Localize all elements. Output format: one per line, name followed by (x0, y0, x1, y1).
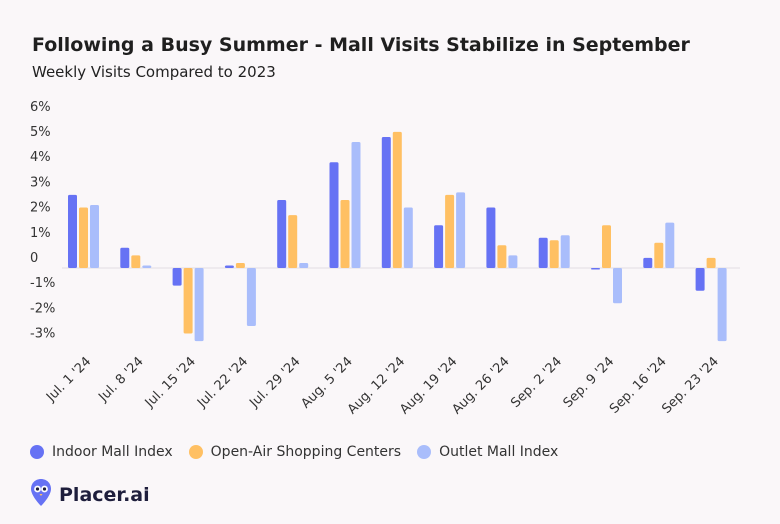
legend-label-outlet: Outlet Mall Index (439, 444, 559, 460)
legend-swatch-indoor (30, 445, 44, 459)
x-tick-label: Aug. 5 '24 (298, 354, 355, 411)
bar-indoor[interactable] (329, 162, 339, 268)
bar-outlet[interactable] (613, 268, 622, 304)
bar-outlet[interactable] (717, 268, 727, 342)
bar-openair[interactable] (392, 131, 402, 268)
bar-outlet[interactable] (456, 192, 466, 268)
bar-openair[interactable] (131, 255, 141, 268)
bar-indoor[interactable] (68, 194, 77, 268)
bar-outlet[interactable] (142, 265, 152, 269)
bar-outlet[interactable] (194, 268, 204, 342)
y-tick-label: 5% (30, 125, 51, 140)
bar-indoor[interactable] (695, 268, 705, 291)
bar-openair[interactable] (340, 200, 350, 268)
bar-openair[interactable] (602, 225, 611, 268)
bar-indoor[interactable] (643, 257, 653, 268)
x-tick-label: Jul. 1 '24 (43, 354, 94, 405)
x-tick-label: Jul. 15 '24 (142, 354, 199, 411)
y-tick-label: 6% (30, 100, 51, 115)
y-tick-label: 3% (30, 175, 51, 190)
bar-outlet[interactable] (351, 142, 361, 268)
bar-indoor[interactable] (120, 247, 130, 268)
y-tick-label: -2% (30, 301, 55, 316)
y-tick-label: 0 (30, 251, 38, 266)
bar-outlet[interactable] (246, 268, 256, 326)
bar-indoor[interactable] (172, 268, 182, 286)
bar-openair[interactable] (288, 215, 298, 268)
bar-outlet[interactable] (299, 263, 309, 268)
bar-openair[interactable] (183, 268, 193, 334)
chart-legend: Indoor Mall Index Open-Air Shopping Cent… (30, 444, 574, 460)
bar-indoor[interactable] (277, 200, 287, 268)
bar-openair[interactable] (79, 207, 88, 269)
legend-swatch-outlet (417, 445, 432, 459)
y-tick-label: 4% (30, 150, 51, 165)
chart-title: Following a Busy Summer - Mall Visits St… (32, 34, 690, 56)
bar-indoor[interactable] (591, 268, 600, 270)
bar-indoor[interactable] (486, 207, 496, 269)
legend-swatch-openair (188, 445, 203, 459)
legend-label-indoor: Indoor Mall Index (52, 444, 173, 460)
legend-item-openair[interactable]: Open-Air Shopping Centers (188, 444, 402, 460)
bar-openair[interactable] (549, 240, 559, 268)
legend-item-outlet[interactable]: Outlet Mall Index (417, 444, 558, 460)
brand-name: Placer.ai (59, 484, 150, 506)
bar-openair[interactable] (497, 245, 507, 268)
bar-indoor[interactable] (381, 137, 391, 268)
bar-outlet[interactable] (508, 255, 518, 268)
bar-openair[interactable] (445, 194, 455, 268)
x-tick-label: Sep. 23 '24 (659, 354, 722, 417)
bar-openair[interactable] (654, 242, 664, 268)
bar-outlet[interactable] (560, 235, 570, 268)
chart-subtitle: Weekly Visits Compared to 2023 (32, 63, 276, 81)
x-tick-label: Jul. 8 '24 (95, 354, 146, 405)
bar-indoor[interactable] (224, 265, 234, 269)
y-tick-label: -3% (30, 327, 55, 342)
bar-outlet[interactable] (403, 207, 413, 269)
bar-outlet[interactable] (90, 205, 99, 268)
y-tick-label: 1% (30, 226, 51, 241)
bar-outlet[interactable] (665, 222, 675, 268)
bar-chart: 6% 5% 4% 3% 2% 1% 0 -1% -2% -3% Jul. 1 '24 Jul. 8 '… (30, 100, 740, 417)
bar-indoor[interactable] (434, 225, 444, 268)
x-tick-label: Sep. 2 '24 (508, 354, 565, 411)
bar-indoor[interactable] (538, 237, 548, 268)
x-tick-label: Jul. 29 '24 (246, 354, 303, 411)
legend-label-openair: Open-Air Shopping Centers (210, 444, 402, 460)
bar-openair[interactable] (235, 263, 245, 268)
legend-item-indoor[interactable]: Indoor Mall Index (30, 444, 173, 460)
bar-openair[interactable] (706, 257, 716, 268)
brand-logo: Placer.ai (30, 478, 150, 512)
placer-owl-logo-icon (30, 478, 52, 512)
y-tick-label: 2% (30, 201, 51, 216)
x-tick-label: Sep. 9 '24 (561, 354, 618, 411)
y-tick-label: -1% (30, 276, 55, 291)
x-tick-label: Jul. 22 '24 (194, 354, 251, 411)
